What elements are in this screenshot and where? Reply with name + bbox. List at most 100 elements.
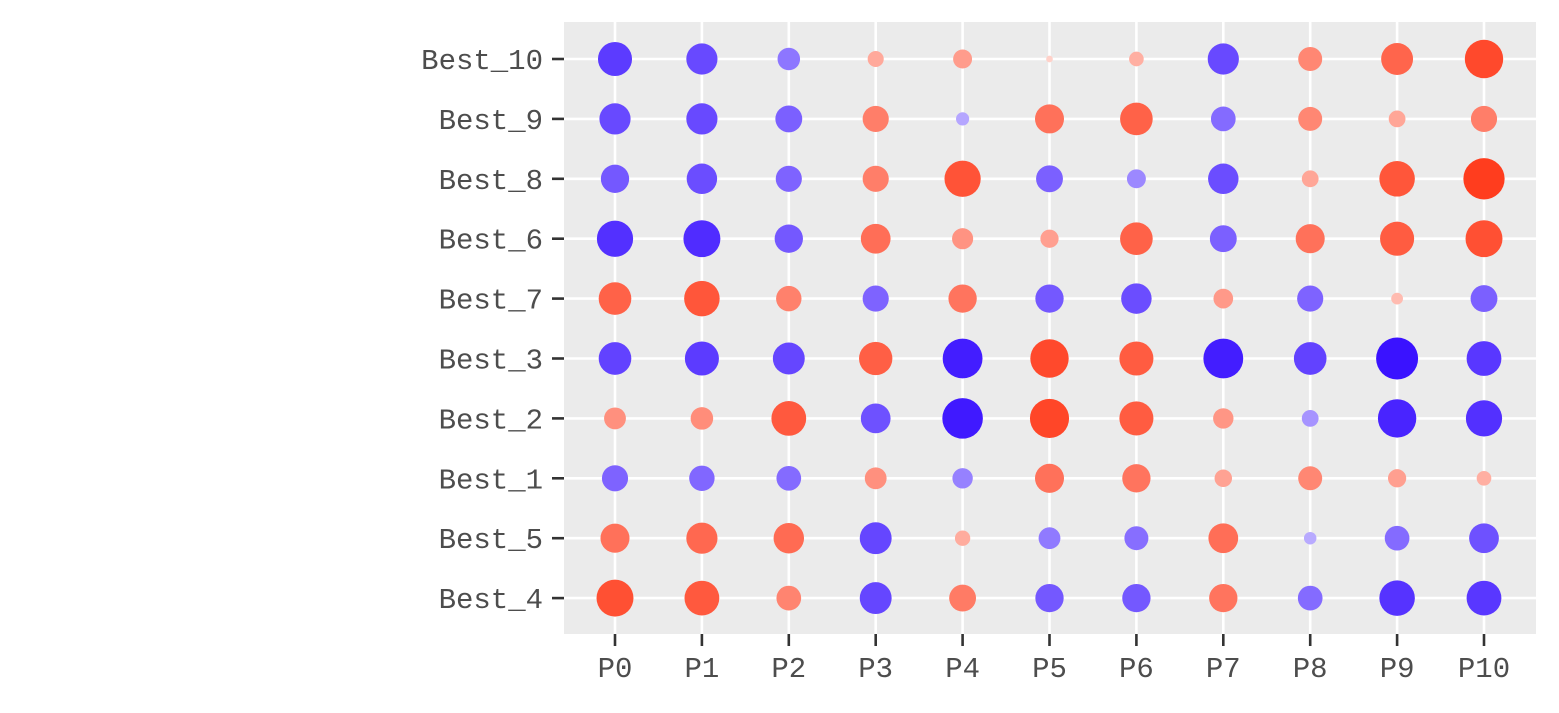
point-Best_7-P9 xyxy=(1391,293,1403,305)
point-Best_6-P7 xyxy=(1210,225,1237,252)
y-tick-label: Best_3 xyxy=(439,345,543,378)
point-Best_4-P4 xyxy=(949,585,976,612)
x-tick-label: P2 xyxy=(771,653,806,686)
point-Best_3-P1 xyxy=(685,341,719,375)
point-Best_9-P4 xyxy=(956,112,969,125)
point-Best_10-P3 xyxy=(868,51,884,67)
point-Best_2-P5 xyxy=(1030,399,1069,438)
point-Best_1-P2 xyxy=(776,466,801,491)
point-Best_4-P8 xyxy=(1298,586,1323,611)
point-Best_5-P8 xyxy=(1304,532,1316,544)
point-Best_2-P3 xyxy=(861,404,891,434)
point-Best_9-P1 xyxy=(686,103,717,134)
x-tick-label: P4 xyxy=(945,653,980,686)
x-tick-label: P7 xyxy=(1206,653,1241,686)
point-Best_5-P9 xyxy=(1385,526,1410,551)
x-tick-label: P1 xyxy=(684,653,719,686)
point-Best_9-P5 xyxy=(1035,104,1064,133)
y-tick-label: Best_8 xyxy=(439,165,543,198)
point-Best_7-P6 xyxy=(1121,283,1151,313)
point-Best_10-P7 xyxy=(1208,43,1239,74)
point-Best_1-P9 xyxy=(1388,469,1406,487)
y-tick-label: Best_10 xyxy=(421,45,543,78)
x-tick-label: P0 xyxy=(598,653,633,686)
x-tick-label: P8 xyxy=(1293,653,1328,686)
point-Best_9-P0 xyxy=(599,103,630,134)
point-Best_4-P9 xyxy=(1379,580,1415,616)
point-Best_9-P8 xyxy=(1298,107,1322,131)
point-Best_5-P5 xyxy=(1039,527,1061,549)
point-Best_7-P5 xyxy=(1035,284,1063,312)
point-Best_6-P10 xyxy=(1466,220,1503,257)
point-Best_6-P0 xyxy=(597,221,633,257)
point-Best_8-P0 xyxy=(601,165,629,193)
point-Best_9-P10 xyxy=(1471,106,1497,132)
point-Best_4-P0 xyxy=(597,580,634,617)
x-tick-label: P5 xyxy=(1032,653,1067,686)
point-Best_1-P1 xyxy=(689,466,714,491)
point-Best_4-P10 xyxy=(1467,581,1502,616)
point-Best_3-P2 xyxy=(773,343,805,375)
y-tick-label: Best_6 xyxy=(439,225,543,258)
point-Best_1-P0 xyxy=(602,465,628,491)
point-Best_10-P10 xyxy=(1465,40,1503,78)
point-Best_8-P6 xyxy=(1127,169,1146,188)
point-Best_9-P7 xyxy=(1211,107,1236,132)
point-Best_6-P1 xyxy=(683,220,720,257)
point-Best_1-P8 xyxy=(1298,466,1322,490)
point-Best_8-P5 xyxy=(1036,165,1063,192)
point-Best_6-P9 xyxy=(1380,222,1414,256)
point-Best_3-P3 xyxy=(859,342,892,375)
point-Best_9-P3 xyxy=(863,106,889,132)
point-Best_8-P2 xyxy=(776,166,802,192)
point-Best_6-P5 xyxy=(1040,230,1058,248)
point-Best_8-P1 xyxy=(687,164,717,194)
point-Best_4-P5 xyxy=(1035,584,1063,612)
point-Best_3-P8 xyxy=(1294,342,1327,375)
point-Best_7-P7 xyxy=(1213,289,1233,309)
point-Best_6-P4 xyxy=(952,228,973,249)
y-tick-label: Best_5 xyxy=(439,524,543,557)
point-Best_5-P0 xyxy=(600,524,629,553)
point-Best_6-P3 xyxy=(861,224,891,254)
point-Best_4-P6 xyxy=(1122,584,1150,612)
point-Best_10-P0 xyxy=(598,42,632,76)
point-Best_5-P10 xyxy=(1469,523,1499,553)
point-Best_10-P4 xyxy=(953,50,972,69)
point-Best_3-P4 xyxy=(943,339,983,379)
point-Best_7-P8 xyxy=(1297,286,1323,312)
point-Best_2-P9 xyxy=(1378,399,1416,437)
x-tick-label: P6 xyxy=(1119,653,1154,686)
y-axis: Best_10 Best_9 Best_8 Best_6 Best_7 Best_3 Bes… xyxy=(421,45,564,617)
point-Best_7-P10 xyxy=(1471,285,1498,312)
point-Best_4-P1 xyxy=(685,581,720,616)
point-Best_6-P2 xyxy=(775,225,803,253)
point-Best_2-P2 xyxy=(771,401,806,436)
point-Best_3-P10 xyxy=(1467,341,1502,376)
point-Best_2-P6 xyxy=(1119,401,1153,435)
point-Best_8-P4 xyxy=(944,161,980,197)
point-Best_1-P4 xyxy=(952,468,972,488)
point-Best_2-P10 xyxy=(1466,400,1502,436)
point-Best_3-P7 xyxy=(1203,339,1243,379)
point-Best_8-P9 xyxy=(1379,161,1415,197)
point-Best_9-P2 xyxy=(775,105,802,132)
point-Best_2-P8 xyxy=(1302,410,1319,427)
point-Best_3-P6 xyxy=(1119,341,1153,375)
point-Best_4-P2 xyxy=(776,586,801,611)
point-Best_8-P10 xyxy=(1463,158,1504,199)
point-Best_1-P7 xyxy=(1215,470,1233,488)
y-tick-label: Best_7 xyxy=(439,285,543,318)
point-Best_1-P10 xyxy=(1477,471,1492,486)
point-Best_6-P6 xyxy=(1120,222,1153,255)
point-Best_2-P1 xyxy=(691,407,714,430)
x-tick-label: P9 xyxy=(1380,653,1415,686)
point-Best_1-P6 xyxy=(1122,464,1150,492)
point-Best_5-P3 xyxy=(860,522,892,554)
point-Best_3-P5 xyxy=(1030,339,1068,377)
point-Best_7-P1 xyxy=(684,281,720,317)
point-Best_2-P0 xyxy=(604,407,626,429)
point-Best_10-P1 xyxy=(686,43,717,74)
